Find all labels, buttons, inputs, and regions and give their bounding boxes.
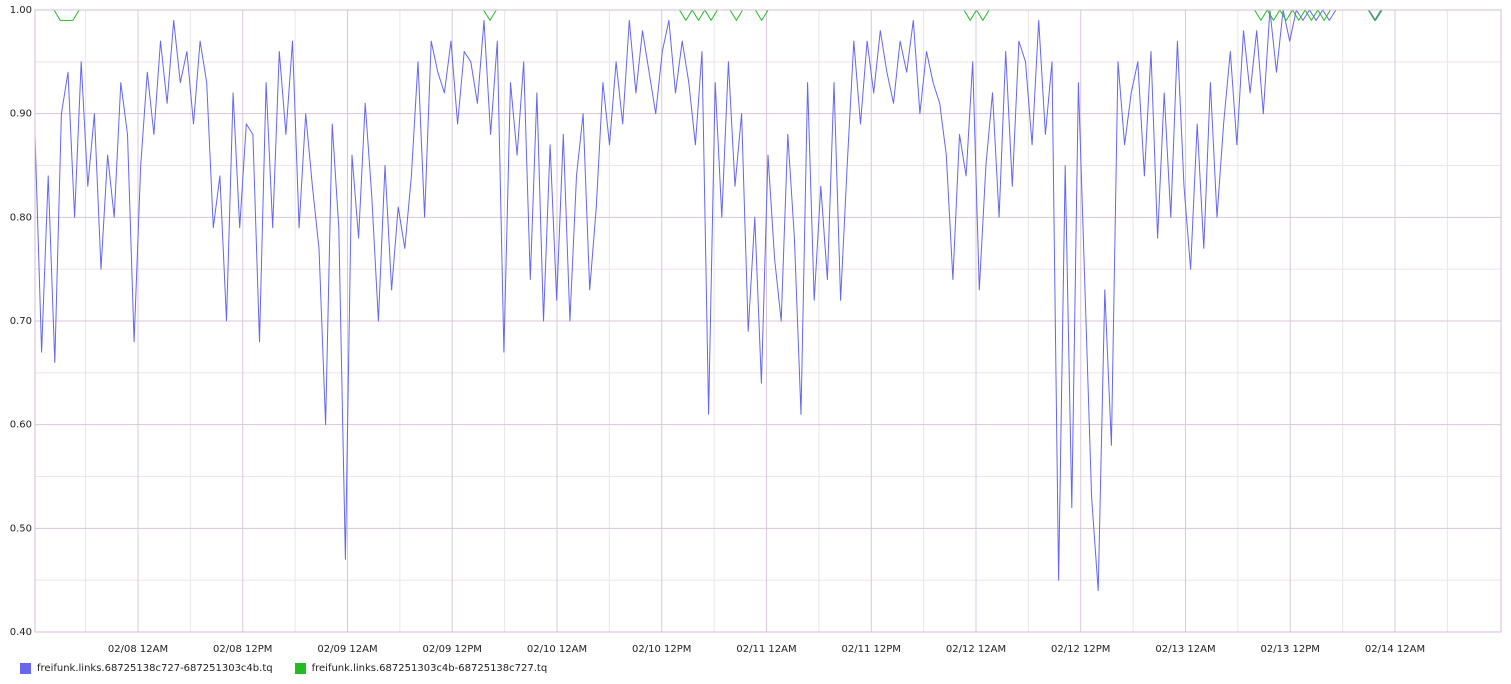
- y-tick-label: 0.40: [10, 627, 32, 638]
- x-tick-label: 02/09 12AM: [317, 644, 377, 655]
- grid-lines: [35, 9, 1501, 633]
- x-tick-label: 02/08 12AM: [108, 644, 168, 655]
- y-tick-label: 0.50: [10, 523, 32, 534]
- legend-label-series-1: freifunk.links.68725138c727-687251303c4b…: [37, 662, 273, 674]
- x-tick-label: 02/13 12PM: [1261, 644, 1320, 655]
- y-tick-label: 1.00: [10, 5, 32, 16]
- x-tick-label: 02/10 12AM: [527, 644, 587, 655]
- y-tick-label: 0.60: [10, 420, 32, 431]
- x-tick-label: 02/12 12AM: [946, 644, 1006, 655]
- legend: freifunk.links.68725138c727-687251303c4b…: [20, 661, 569, 675]
- axes: 0.40 0.50 0.60 0.70 0.80 0.90 1.00 02/08 12AM 02…: [10, 5, 1502, 655]
- x-tick-label: 02/14 12AM: [1365, 644, 1425, 655]
- legend-item-series-2[interactable]: freifunk.links.687251303c4b-68725138c727…: [294, 662, 548, 674]
- x-tick-label: 02/10 12PM: [632, 644, 691, 655]
- plot-border: [34, 9, 1502, 633]
- legend-item-series-1[interactable]: freifunk.links.68725138c727-687251303c4b…: [20, 662, 273, 674]
- y-tick-label: 0.90: [10, 109, 32, 120]
- x-tick-label: 02/13 12AM: [1155, 644, 1215, 655]
- series-line-1[interactable]: [34, 9, 1501, 591]
- legend-swatch-series-2: [294, 662, 306, 674]
- x-tick-label: 02/11 12PM: [842, 644, 901, 655]
- legend-label-series-2: freifunk.links.687251303c4b-68725138c727…: [311, 662, 548, 674]
- x-tick-label: 02/11 12AM: [736, 644, 796, 655]
- x-tick-label: 02/12 12PM: [1051, 644, 1110, 655]
- x-tick-label: 02/08 12PM: [213, 644, 272, 655]
- legend-swatch-series-1: [20, 662, 31, 674]
- y-tick-label: 0.80: [10, 212, 32, 223]
- x-tick-label: 02/09 12PM: [423, 644, 482, 655]
- y-tick-label: 0.70: [10, 316, 32, 327]
